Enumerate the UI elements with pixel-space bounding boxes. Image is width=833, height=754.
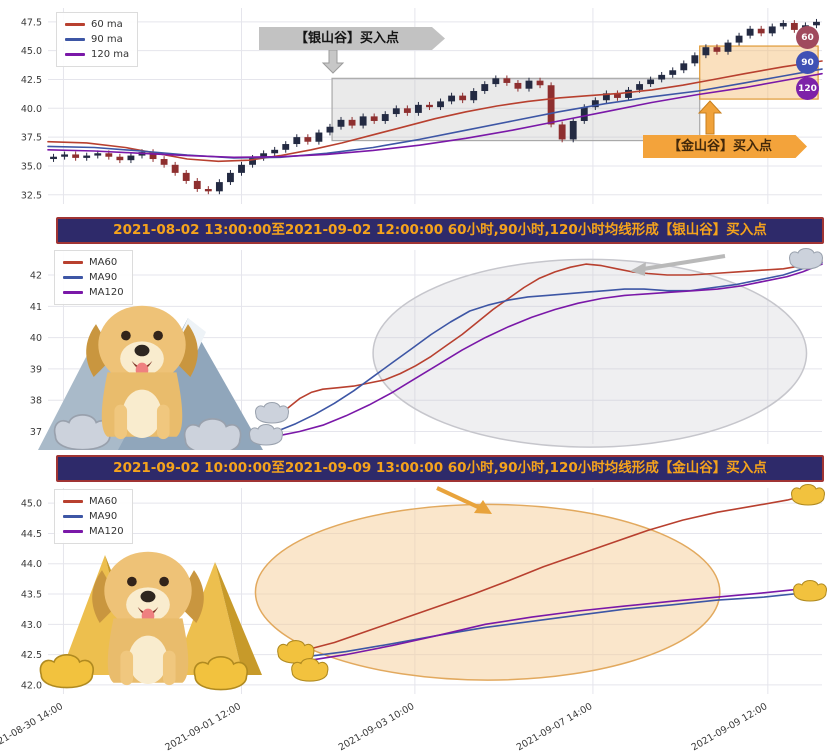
ma120-swatch <box>63 530 83 533</box>
svg-text:41: 41 <box>30 302 42 313</box>
svg-text:2021-09-07 14:00: 2021-09-07 14:00 <box>515 701 595 753</box>
legend-middle-chart: MA60 MA90 MA120 <box>54 250 133 305</box>
legend-item: MA120 <box>63 285 124 300</box>
svg-text:45.0: 45.0 <box>21 499 42 510</box>
legend-bottom-chart: MA60 MA90 MA120 <box>54 489 133 544</box>
silver-ingot-icon <box>255 402 289 424</box>
legend-item: MA60 <box>63 494 124 509</box>
svg-text:42: 42 <box>30 271 42 282</box>
silver-valley-arrow-icon <box>321 49 345 74</box>
silver-valley-callout: 【银山谷】买入点 <box>259 27 445 50</box>
ma90-swatch <box>63 276 83 279</box>
svg-text:2021-09-03 10:00: 2021-09-03 10:00 <box>337 701 417 753</box>
chart-layer: 32.5 35.0 37.5 40.0 42.5 45.0 47.5 <box>21 8 823 204</box>
gold-valley-arrow-icon <box>697 100 723 135</box>
svg-text:37: 37 <box>30 427 42 438</box>
ma60-swatch <box>65 23 85 26</box>
legend-label: 60 ma <box>91 19 123 30</box>
badge-90: 90 <box>796 51 819 74</box>
ma60-swatch <box>63 500 83 503</box>
svg-text:2021-09-09 12:00: 2021-09-09 12:00 <box>690 701 770 753</box>
silver-valley-banner: 2021-08-02 13:00:00至2021-09-02 12:00:00 … <box>56 217 824 244</box>
legend-label: MA90 <box>89 511 118 522</box>
gold-ingot-icon <box>291 657 329 682</box>
legend-label: MA60 <box>89 496 118 507</box>
legend-label: 120 ma <box>91 49 130 60</box>
svg-text:47.5: 47.5 <box>21 17 42 28</box>
legend-label: 90 ma <box>91 34 123 45</box>
legend-label: MA90 <box>89 272 118 283</box>
svg-text:42.5: 42.5 <box>21 650 42 661</box>
svg-text:44.5: 44.5 <box>21 529 42 540</box>
svg-text:40.0: 40.0 <box>21 104 42 115</box>
svg-text:43.0: 43.0 <box>21 620 42 631</box>
svg-text:42.5: 42.5 <box>21 75 42 86</box>
svg-text:45.0: 45.0 <box>21 46 42 57</box>
ma90-swatch <box>65 38 85 41</box>
badge-120: 120 <box>796 77 819 100</box>
legend-label: MA120 <box>89 526 124 537</box>
legend-label: MA120 <box>89 287 124 298</box>
ma120-swatch <box>63 291 83 294</box>
gold-ingot-icon <box>791 484 825 506</box>
middle-chart-svg: 37 38 39 40 41 42 <box>30 248 823 450</box>
ma60-swatch <box>63 261 83 264</box>
svg-text:2021-09-01 12:00: 2021-09-01 12:00 <box>163 701 243 753</box>
svg-text:40: 40 <box>30 333 42 344</box>
legend-top-chart: 60 ma 90 ma 120 ma <box>56 12 139 67</box>
legend-item: MA90 <box>63 509 124 524</box>
legend-item: MA90 <box>63 270 124 285</box>
ma120-swatch <box>65 53 85 56</box>
gold-valley-banner: 2021-09-02 10:00:00至2021-09-09 13:00:00 … <box>56 455 824 482</box>
gold-cross-arrow-icon <box>436 486 492 514</box>
legend-label: MA60 <box>89 257 118 268</box>
legend-item: MA60 <box>63 255 124 270</box>
silver-ingot-icon <box>789 248 823 270</box>
gold-ingot-icon <box>39 653 94 689</box>
gold-valley-callout: 【金山谷】买入点 <box>643 135 807 158</box>
legend-item: MA120 <box>63 524 124 539</box>
silver-ingot-icon <box>249 424 283 446</box>
svg-text:44.0: 44.0 <box>21 559 42 570</box>
legend-item: 60 ma <box>65 17 129 32</box>
top-chart-svg: 32.5 35.0 37.5 40.0 42.5 45.0 47.5 <box>21 8 823 204</box>
svg-text:37.5: 37.5 <box>21 133 42 144</box>
svg-text:32.5: 32.5 <box>21 190 42 201</box>
svg-text:42.0: 42.0 <box>21 680 42 691</box>
svg-text:39: 39 <box>30 364 42 375</box>
silver-cross-arrow-icon <box>630 254 726 276</box>
svg-text:43.5: 43.5 <box>21 590 42 601</box>
gold-pyramid-icon <box>172 562 262 675</box>
gold-ingot-icon <box>793 580 827 602</box>
svg-text:38: 38 <box>30 396 42 407</box>
badge-60: 60 <box>796 26 819 49</box>
legend-item: 120 ma <box>65 47 129 62</box>
legend-item: 90 ma <box>65 32 129 47</box>
svg-text:35.0: 35.0 <box>21 161 42 172</box>
svg-text:2021-08-30 14:00: 2021-08-30 14:00 <box>0 701 65 753</box>
ma90-swatch <box>63 515 83 518</box>
gold-ingot-icon <box>193 655 248 691</box>
